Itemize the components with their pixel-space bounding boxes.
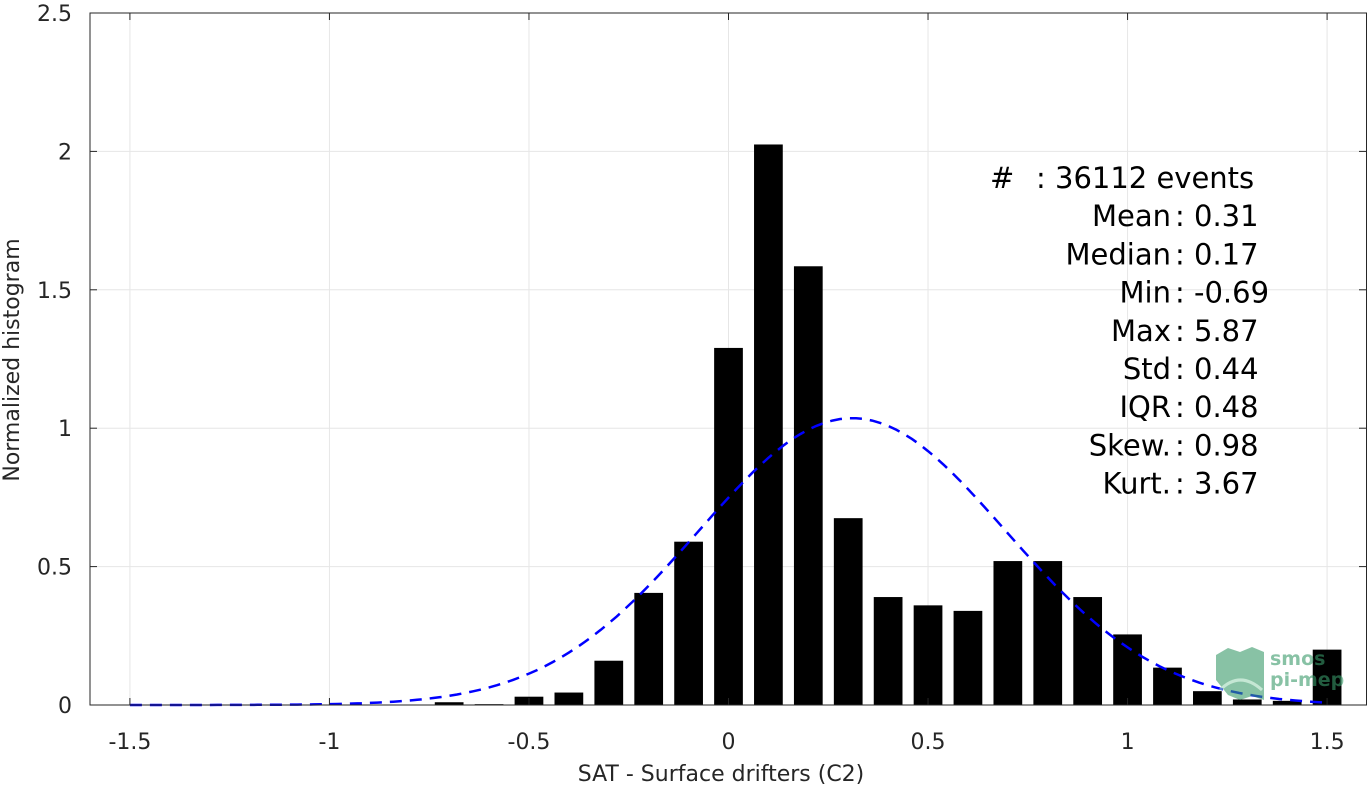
stats-value: : 0.17 bbox=[1175, 237, 1259, 271]
histogram-bar bbox=[1312, 649, 1342, 705]
histogram-bar bbox=[714, 347, 743, 705]
histogram-bars bbox=[434, 144, 1342, 706]
x-tick-label: 0 bbox=[722, 730, 736, 755]
stats-value: : 0.31 bbox=[1175, 199, 1259, 233]
stats-key: Min bbox=[1120, 276, 1171, 310]
x-axis-label: SAT - Surface drifters (C2) bbox=[578, 762, 865, 785]
histogram-bar bbox=[434, 702, 464, 705]
histogram-bar bbox=[833, 518, 863, 705]
stats-line: # : 36112 events bbox=[990, 161, 1254, 195]
histogram-bar bbox=[1232, 699, 1262, 705]
stats-line: Max: 5.87 bbox=[1111, 314, 1259, 348]
stats-key: IQR bbox=[1119, 390, 1171, 424]
stats-value: : 0.48 bbox=[1175, 390, 1259, 424]
y-tick-label: 1.5 bbox=[37, 279, 72, 304]
histogram-bar bbox=[754, 144, 783, 706]
stats-line: Std: 0.44 bbox=[1123, 352, 1259, 386]
logo-text-smos: smos bbox=[1270, 648, 1325, 670]
x-tick-label: -1 bbox=[318, 730, 340, 755]
y-tick-label: 2.5 bbox=[37, 2, 72, 27]
histogram-bar bbox=[634, 592, 664, 705]
histogram-bar bbox=[554, 692, 584, 705]
stats-value: : 3.67 bbox=[1175, 467, 1259, 501]
stats-value: : 0.44 bbox=[1175, 352, 1259, 386]
x-tick-label: 1.5 bbox=[1310, 730, 1345, 755]
stats-line: Kurt.: 3.67 bbox=[1103, 467, 1259, 501]
stats-line: Median: 0.17 bbox=[1066, 237, 1259, 271]
stats-line: Min: -0.69 bbox=[1120, 276, 1270, 310]
stats-value: : 0.98 bbox=[1175, 428, 1259, 462]
histogram-bar bbox=[1033, 561, 1063, 705]
histogram-bar bbox=[793, 266, 823, 705]
stats-line: Mean: 0.31 bbox=[1092, 199, 1259, 233]
histogram-bar bbox=[873, 597, 903, 705]
smos-pi-mep-logo: smos pi-mep bbox=[1216, 647, 1344, 700]
y-tick-label: 0.5 bbox=[37, 556, 72, 581]
histogram-bar bbox=[913, 605, 943, 705]
histogram-bar bbox=[953, 610, 983, 705]
histogram-bar bbox=[1272, 700, 1302, 705]
stats-key: Skew. bbox=[1089, 428, 1171, 462]
stats-line: Skew.: 0.98 bbox=[1089, 428, 1259, 462]
x-tick-label: 1 bbox=[1121, 730, 1135, 755]
y-tick-label: 0 bbox=[58, 694, 72, 719]
histogram-bar bbox=[1193, 691, 1222, 705]
logo-text-pimep: pi-mep bbox=[1270, 669, 1344, 691]
stats-value: : 5.87 bbox=[1175, 314, 1259, 348]
stats-key: Median bbox=[1066, 237, 1171, 271]
stats-value: : 36112 events bbox=[1036, 161, 1254, 195]
stats-line: IQR: 0.48 bbox=[1119, 390, 1258, 424]
axis-ticks bbox=[90, 12, 1367, 706]
logo-wave-icon bbox=[1216, 647, 1264, 700]
x-tick-label: -1.5 bbox=[108, 730, 151, 755]
histogram-bar bbox=[1073, 597, 1103, 705]
y-axis-label: Normalized histogram bbox=[0, 238, 25, 481]
y-tick-label: 1 bbox=[58, 417, 72, 442]
axis-tick-labels: -1.5 -1 -0.5 0 0.5 1 1.5 0 0.5 1 1.5 2 2.5 bbox=[37, 2, 1345, 755]
stats-key: Std bbox=[1123, 352, 1171, 386]
histogram-bar bbox=[1113, 634, 1142, 705]
histogram-bar bbox=[594, 660, 624, 705]
x-tick-label: -0.5 bbox=[508, 730, 551, 755]
stats-value: : -0.69 bbox=[1175, 276, 1269, 310]
stats-key: Max bbox=[1111, 314, 1171, 348]
histogram-bar bbox=[674, 541, 703, 705]
histogram-bar bbox=[993, 561, 1023, 705]
x-tick-label: 0.5 bbox=[911, 730, 946, 755]
stats-key: Mean bbox=[1092, 199, 1171, 233]
y-tick-label: 2 bbox=[58, 140, 72, 165]
stats-key: # bbox=[990, 161, 1014, 195]
normal-fit-curve bbox=[129, 417, 1328, 707]
stats-key: Kurt. bbox=[1103, 467, 1171, 501]
